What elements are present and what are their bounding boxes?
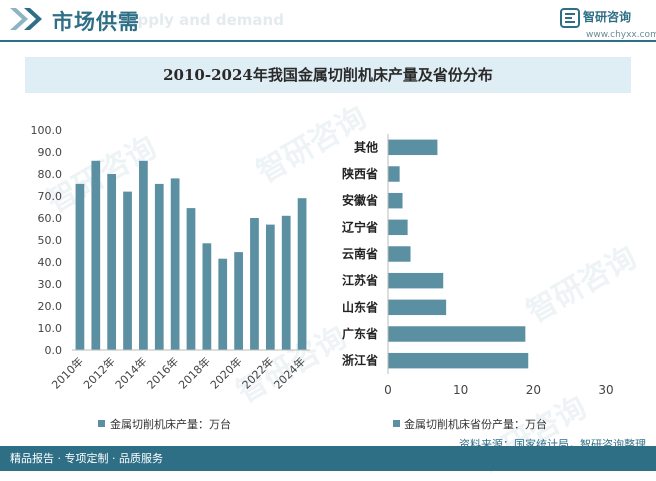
title-band: [25, 57, 631, 93]
hbar-浙江省: [388, 352, 529, 369]
y-tick-label: 60.0: [38, 212, 63, 225]
hbar-广东省: [388, 326, 526, 342]
category-label: 山东省: [342, 299, 378, 314]
hbar-安徽省: [388, 192, 403, 209]
legend-label: 金属切削机床产量：万台: [110, 417, 231, 431]
page-header: Supply and demand 市场供需 智研咨询 www.chyxx.co…: [0, 0, 656, 44]
bar-2018年: [202, 243, 212, 350]
bar-2012年: [107, 174, 117, 350]
y-tick-label: 40.0: [38, 256, 63, 269]
hbar-其他: [388, 139, 438, 156]
hbar-江苏省: [388, 272, 444, 289]
x-tick-label: 0: [384, 383, 392, 397]
bar-2017年: [186, 208, 196, 350]
y-tick-label: 20.0: [38, 300, 63, 313]
hbar-陕西省: [388, 166, 400, 182]
double-chevron-icon: [10, 8, 42, 30]
category-label: 辽宁省: [342, 219, 378, 234]
header-ghost-text: Supply and demand: [116, 11, 284, 29]
y-tick-label: 90.0: [38, 146, 63, 159]
legend-label: 金属切削机床省份产量：万台: [404, 417, 547, 431]
chart-canvas: 0.0 10.0 20.0 30.0 40.0 50.0 60.0 70.0 80.0 90.0 1…: [31, 124, 614, 431]
x-tick-label: 2022年: [239, 354, 276, 391]
category-label: 其他: [354, 139, 378, 154]
y-tick-label: 70.0: [38, 190, 63, 203]
category-label: 安徽省: [342, 193, 378, 208]
footer-slogan: 精品报告 · 专项定制 · 品质服务: [10, 452, 163, 465]
bar-2015年: [154, 183, 164, 350]
x-tick-label: 2024年: [271, 354, 308, 391]
y-tick-label: 10.0: [38, 322, 63, 335]
brand-name: 智研咨询: [583, 10, 632, 24]
y-tick-label: 80.0: [38, 168, 63, 181]
x-tick-label: 2014年: [112, 354, 149, 391]
bar-2022年: [265, 224, 275, 350]
y-tick-label: 100.0: [31, 124, 63, 137]
category-label: 江苏省: [342, 273, 378, 288]
bar-2021年: [250, 218, 259, 350]
x-tick-label: 2018年: [176, 354, 213, 391]
x-tick-label: 30: [598, 383, 613, 397]
bar-2010年: [75, 183, 85, 350]
brand-logo-icon: [560, 8, 580, 28]
brand-url: www.chyxx.com: [586, 30, 656, 40]
bar-2023年: [281, 215, 291, 350]
bar-2019年: [218, 258, 228, 350]
category-label: 广东省: [342, 326, 378, 341]
bar-2014年: [139, 160, 148, 350]
x-tick-label: 2020年: [207, 354, 244, 391]
y-tick-label: 30.0: [38, 278, 63, 291]
bar-2016年: [170, 178, 180, 350]
bar-2011年: [91, 160, 101, 350]
legend-swatch: [393, 420, 400, 427]
bar-2013年: [123, 191, 132, 350]
x-tick-label: 20: [526, 383, 541, 397]
x-tick-label: 2010年: [49, 354, 86, 391]
category-label: 云南省: [342, 246, 378, 261]
bar-2020年: [234, 252, 243, 350]
category-label: 陕西省: [342, 166, 378, 181]
hbar-辽宁省: [388, 219, 408, 236]
bar-2024年: [297, 198, 307, 350]
section-title: 市场供需: [52, 10, 140, 34]
hbar-山东省: [388, 299, 447, 316]
x-tick-label: 2016年: [144, 354, 181, 391]
legend-swatch: [98, 420, 105, 427]
x-tick-label: 2012年: [80, 354, 117, 391]
hbar-云南省: [388, 246, 411, 262]
x-tick-label: 10: [453, 383, 468, 397]
y-tick-label: 50.0: [38, 234, 63, 247]
chart-title: 2010-2024年我国金属切削机床产量及省份分布: [163, 66, 493, 84]
category-label: 浙江省: [342, 353, 378, 368]
y-tick-label: 0.0: [45, 344, 63, 357]
footer-bar: [0, 446, 656, 471]
header-divider: [0, 40, 656, 42]
